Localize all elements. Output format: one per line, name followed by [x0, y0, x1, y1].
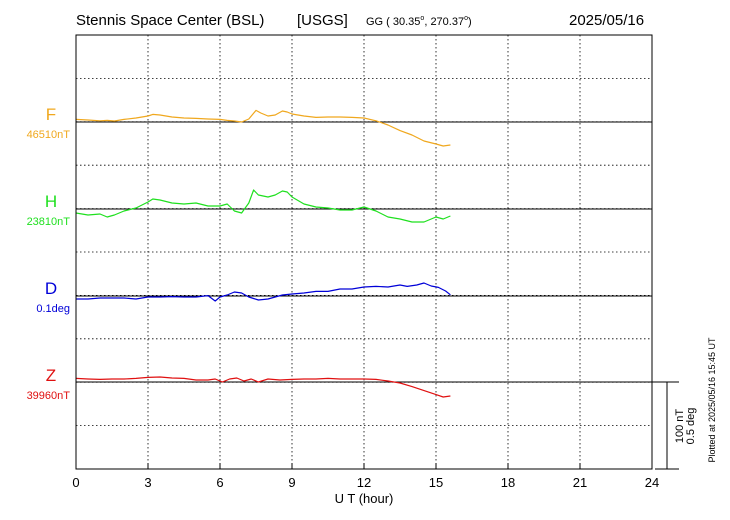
x-axis-label: U T (hour): [335, 491, 394, 506]
coordinates-lat: GG ( 30.35: [366, 16, 420, 28]
series-name-d: D: [45, 279, 57, 298]
coordinates-close: ): [468, 16, 472, 28]
series-baseline-h: 23810nT: [27, 216, 71, 228]
series-name-f: F: [46, 105, 56, 124]
x-axis: 0 3 6 9 12 15 18 21 24: [72, 463, 659, 490]
degree-symbol: o: [420, 15, 424, 22]
x-tick-label: 3: [144, 475, 151, 490]
scale-bar: 100 nT 0.5 deg: [641, 381, 697, 470]
grid-lines: [76, 35, 652, 469]
x-tick-label: 12: [357, 475, 371, 490]
series-name-z: Z: [46, 366, 56, 385]
coordinates-lon: , 270.37: [424, 16, 464, 28]
series-line-h: [75, 189, 451, 223]
coordinates-label: GG ( 30.35o, 270.37o): [366, 15, 472, 28]
x-tick-label: 6: [216, 475, 223, 490]
plot-date: 2025/05/16: [569, 12, 644, 29]
series-name-h: H: [45, 192, 57, 211]
series-line-f: [75, 109, 451, 147]
x-tick-label: 21: [573, 475, 587, 490]
x-tick-label: 18: [501, 475, 515, 490]
series-line-z: [75, 376, 451, 398]
series-group: [75, 109, 451, 398]
series-labels: F 46510nT H 23810nT D 0.1deg Z 39960nT: [27, 105, 71, 402]
plotted-at-stamp: Plotted at 2025/05/16 15:45 UT: [707, 337, 717, 463]
station-title: Stennis Space Center (BSL): [76, 12, 264, 29]
series-baseline-d: 0.1deg: [36, 303, 70, 315]
series-line-d: [76, 282, 451, 302]
x-tick-label: 9: [288, 475, 295, 490]
x-tick-label: 0: [72, 475, 79, 490]
series-baseline-z: 39960nT: [27, 390, 71, 402]
x-tick-label: 15: [429, 475, 443, 490]
scale-bar-nt: 100 nT: [674, 409, 686, 444]
degree-symbol: o: [464, 15, 468, 22]
network-label: [USGS]: [297, 12, 348, 29]
scale-bar-deg: 0.5 deg: [685, 408, 697, 445]
series-baseline-f: 46510nT: [27, 129, 71, 141]
x-tick-label: 24: [645, 475, 659, 490]
